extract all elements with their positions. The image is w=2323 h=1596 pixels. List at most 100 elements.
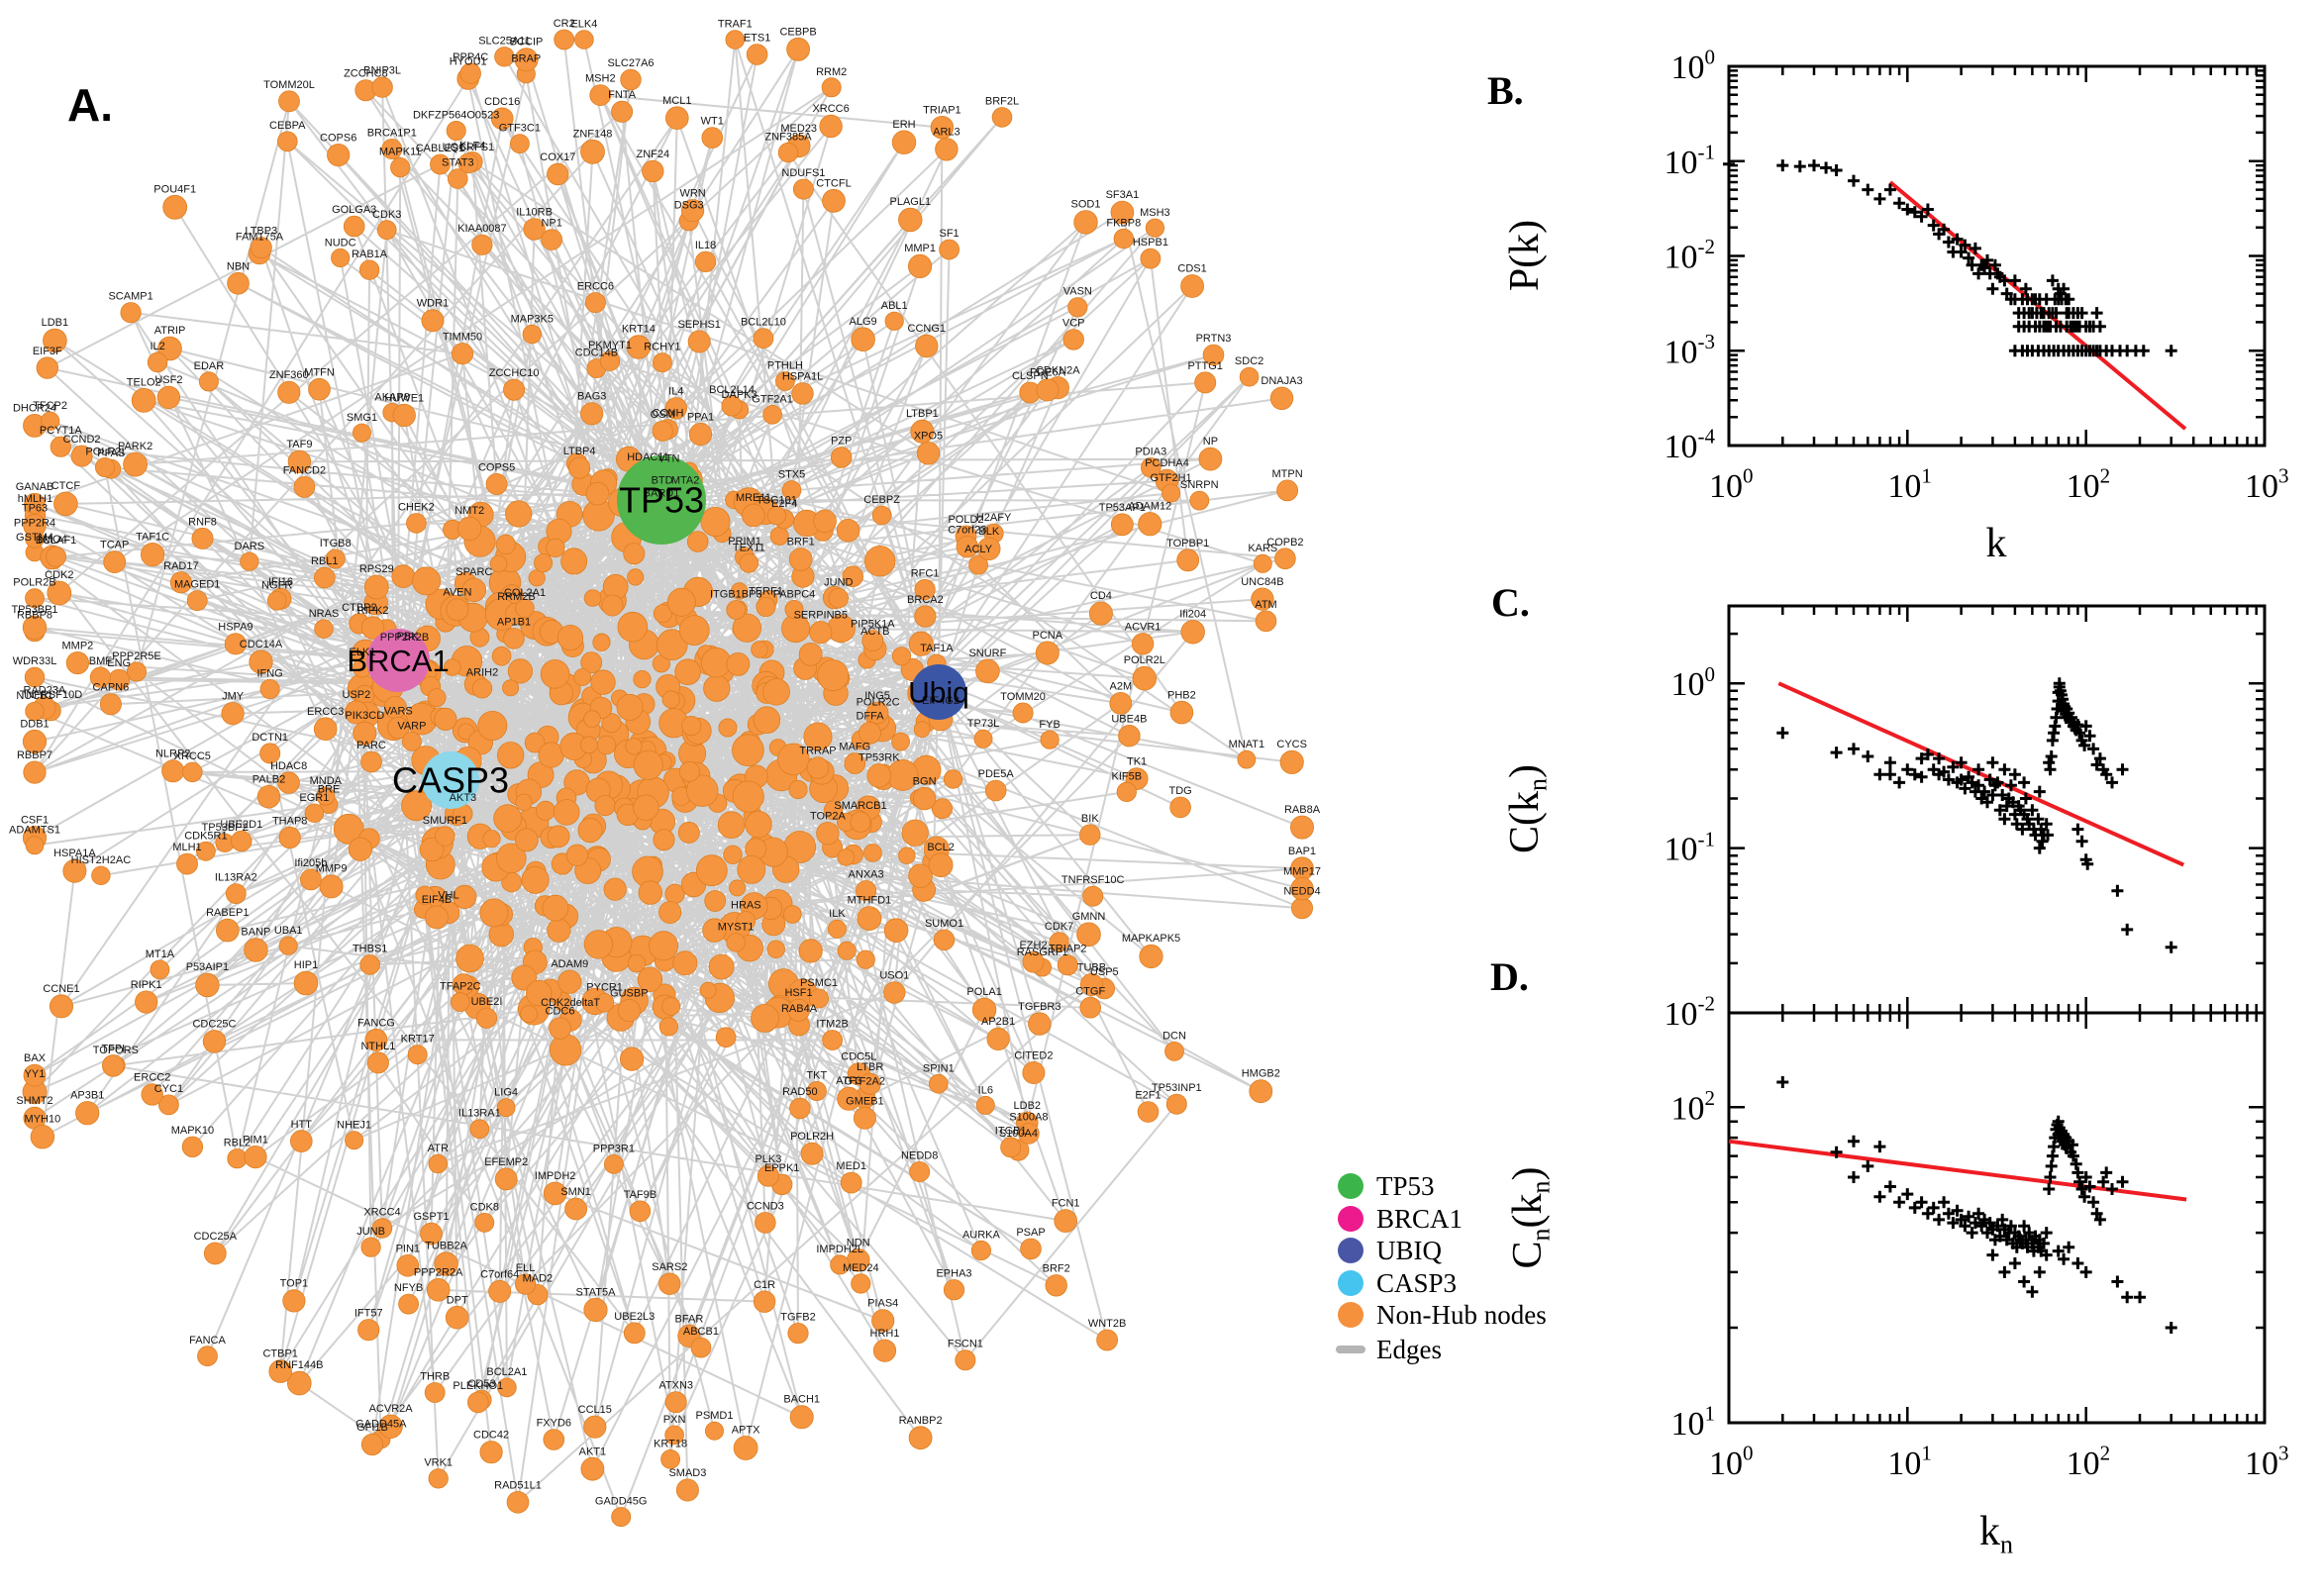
nonhub-node [390,157,411,178]
nonhub-node [412,566,442,596]
nonhub-node [637,966,663,993]
gene-label: SMG1 [347,412,377,424]
gene-label: RAD50 [782,1086,817,1098]
nonhub-node [837,1086,861,1111]
gene-label: SDC2 [1235,355,1263,367]
nonhub-node [1045,1274,1067,1297]
nonhub-node [147,351,168,373]
network-panel: TP53RK KIAA0087 THAP8 CDC14B DSG3 NTHL1 VRK1 CE… [9,18,1321,1528]
gene-label: STAT3 [442,157,474,169]
nonhub-node [928,1073,949,1094]
gene-label: IL4 [668,386,683,398]
legend-item: CASP3 [1338,1268,1457,1298]
nonhub-node [798,939,823,963]
nonhub-node [50,994,74,1019]
nonhub-node [775,371,795,391]
nonhub-node [1079,973,1103,997]
y-tick-label: 10-2​ [1665,235,1716,275]
gene-label: HRH1 [870,1328,900,1340]
gene-label: PIM1 [243,1134,268,1146]
gene-label: XPO5 [914,431,943,443]
gene-label: CSF1 [21,815,49,827]
gene-label: PTHLH [767,359,803,371]
nonhub-node [304,803,325,824]
nonhub-node [930,115,955,140]
nonhub-node [391,564,416,588]
nonhub-node [677,821,700,844]
gene-label: COPB2 [1266,537,1303,549]
nonhub-node [396,1254,420,1277]
hub-node-brca1 [366,629,430,692]
gene-label: SOD1 [1071,199,1101,211]
gene-label: C7orf64 [480,1268,519,1280]
nonhub-node [53,491,78,517]
gene-label: PSAP [1016,1227,1045,1239]
gene-label: CABLES1 [416,143,465,154]
nonhub-node [471,234,493,255]
nonhub-node [526,979,553,1007]
nonhub-node [150,959,170,980]
nonhub-node [678,615,710,646]
x-tick-label: 100​ [1709,464,1754,505]
gene-label: NDUFS1 [781,167,825,179]
nonhub-node [819,114,843,139]
nonhub-node [428,1468,449,1489]
nonhub-node [784,600,804,620]
nonhub-node [601,594,624,617]
gene-label: ATXN3 [658,1380,693,1392]
nonhub-node [745,811,772,839]
gene-label: E2F4 [771,498,797,510]
nonhub-node [777,743,810,776]
nonhub-node [604,1154,624,1174]
nonhub-node [240,551,259,571]
nonhub-node [955,1349,976,1371]
gene-label: WRN [679,188,705,200]
nonhub-node [837,848,856,866]
gene-label: ATR [428,1143,449,1154]
nonhub-node [754,1212,776,1234]
gene-label: GSTM4 [16,532,53,544]
nonhub-node [541,229,562,250]
y-tick-label: 100​ [1671,46,1716,86]
nonhub-node [943,1279,965,1301]
nonhub-node [753,706,781,734]
gene-label: RBL2 [224,1138,252,1149]
nonhub-node [594,993,615,1013]
nonhub-node [827,919,847,939]
nonhub-node [1237,749,1257,769]
gene-label: ARIH2 [466,667,498,679]
nonhub-node [425,905,449,930]
gene-label: TOMM20 [1000,691,1046,703]
hub-node-casp3 [422,751,479,809]
gene-label: ATRIP [154,325,186,337]
gene-label: BARD1 [644,487,680,499]
nonhub-node [282,1289,306,1313]
gene-label: FYB [1039,719,1060,731]
nonhub-node [733,1436,758,1460]
x-axis-label: k [1986,521,2007,566]
gene-label: EZH2 [1019,940,1047,951]
gene-label: ABL1 [881,300,908,312]
gene-label: NUDC [325,237,356,249]
nonhub-node [203,1242,227,1265]
gene-label: BTD [652,475,673,487]
gene-label: EPPK1 [764,1162,799,1174]
nonhub-node [1057,954,1078,976]
nonhub-node [319,874,344,899]
nonhub-node [642,159,664,183]
gene-label: HSPA9 [218,622,252,634]
gene-label: TGFBR3 [1018,1001,1060,1013]
nonhub-node [939,239,960,260]
nonhub-node [1255,610,1277,633]
gene-label: FSCN1 [948,1339,983,1350]
nonhub-node [943,769,963,789]
nonhub-node [680,199,705,223]
gene-label: MTPN [1272,468,1303,480]
gene-label: DPT [447,1294,468,1306]
gene-label: CLSPN [1012,370,1049,382]
gene-label: BGN [913,775,937,787]
nonhub-node [543,1429,565,1450]
gene-label: CCNG1 [908,323,947,335]
gene-label: PPP2R2A [414,1266,463,1278]
gene-label: WDR33L [13,655,57,667]
